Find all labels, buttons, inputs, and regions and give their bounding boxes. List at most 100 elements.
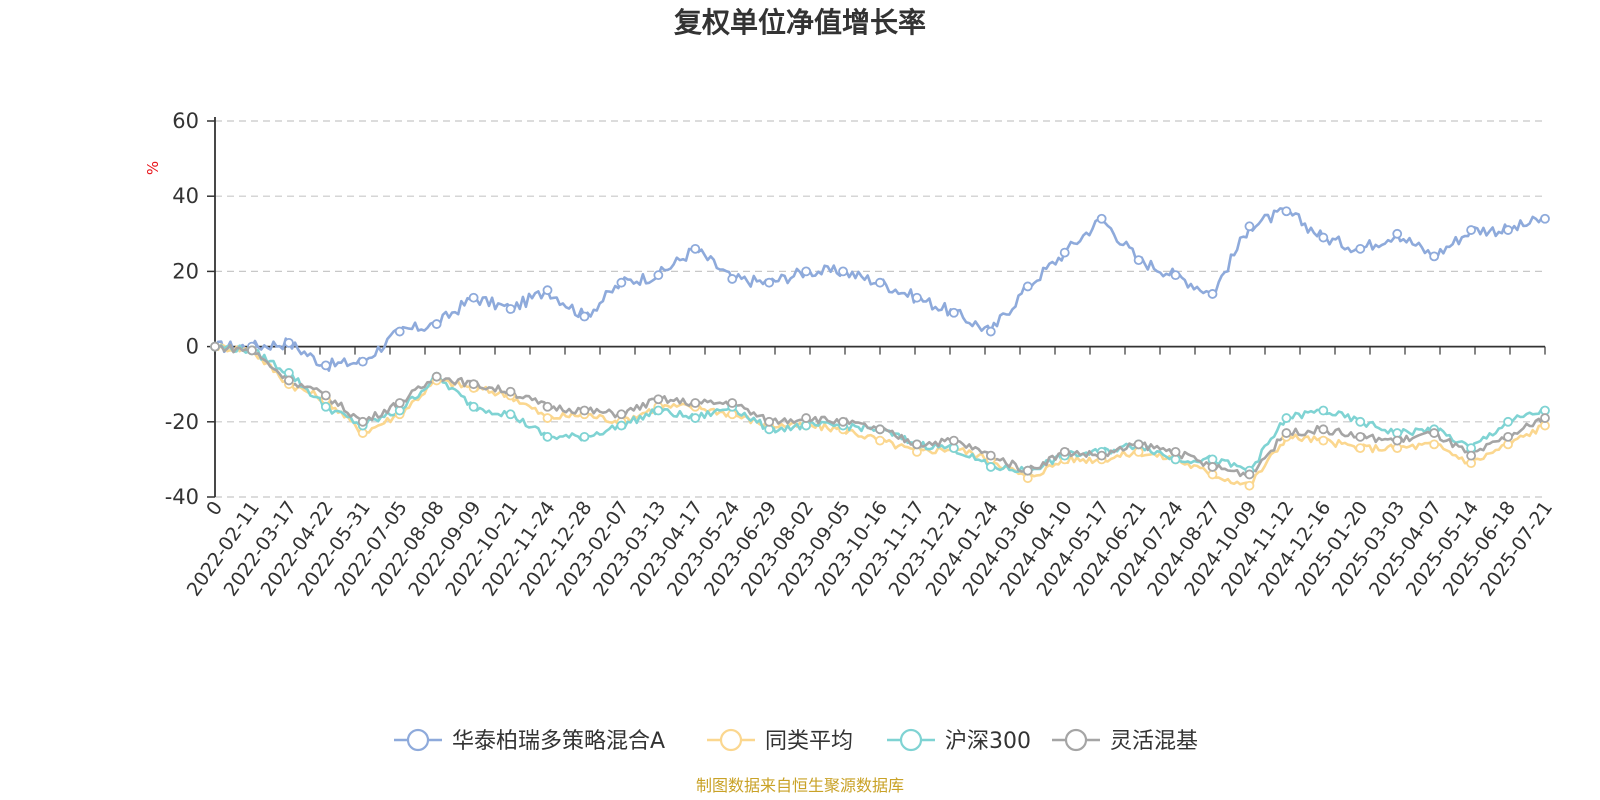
- data-point: [1244, 469, 1255, 480]
- data-point: [542, 401, 553, 412]
- data-point: [1503, 431, 1513, 442]
- data-point: [1059, 446, 1070, 457]
- legend-label: 同类平均: [765, 729, 853, 754]
- data-point: [985, 462, 996, 472]
- data-point: [1318, 435, 1329, 446]
- data-point: [1207, 289, 1218, 299]
- data-point: [505, 409, 516, 420]
- data-point: [985, 326, 996, 337]
- data-point: [875, 435, 885, 446]
- legend-item[interactable]: 同类平均: [707, 728, 853, 754]
- data-point: [1355, 416, 1366, 427]
- data-point: [468, 379, 479, 390]
- data-point: [505, 386, 516, 397]
- data-point: [764, 277, 775, 288]
- data-point: [1540, 413, 1550, 423]
- data-point: [394, 326, 405, 337]
- data-point: [320, 401, 331, 412]
- legend-item[interactable]: 华泰柏瑞多策略混合A: [394, 728, 665, 754]
- data-point: [283, 375, 294, 386]
- legend-marker-icon: [406, 728, 430, 752]
- data-point: [912, 439, 922, 450]
- data-point: [690, 413, 701, 423]
- data-point: [1281, 413, 1292, 423]
- data-point: [948, 435, 959, 446]
- data-point: [801, 266, 812, 277]
- y-tick-label: -40: [165, 485, 199, 509]
- data-point: [875, 277, 885, 288]
- data-point: [320, 390, 331, 401]
- series-line: [214, 343, 1547, 478]
- data-point: [838, 416, 848, 427]
- data-point: [1133, 439, 1144, 450]
- data-point: [727, 398, 738, 408]
- data-point: [1244, 480, 1255, 491]
- data-point: [357, 416, 368, 427]
- grid-lines: [215, 120, 1545, 498]
- data-point: [727, 274, 738, 284]
- data-point: [431, 319, 442, 329]
- legend-label: 沪深300: [945, 729, 1031, 754]
- data-point: [1318, 232, 1329, 243]
- data-point: [1170, 270, 1181, 281]
- data-point: [616, 277, 627, 288]
- chart-title: 复权单位净值增长率: [674, 6, 926, 39]
- data-point: [357, 356, 368, 367]
- data-point: [653, 394, 664, 405]
- data-point: [1096, 213, 1107, 224]
- data-point: [912, 292, 922, 303]
- data-point: [1503, 225, 1513, 235]
- data-point: [875, 424, 885, 435]
- data-point: [653, 270, 664, 281]
- legend-label: 灵活混基: [1110, 729, 1198, 754]
- data-point: [948, 307, 959, 318]
- legend-marker-icon: [1064, 728, 1088, 752]
- data-point: [283, 337, 294, 348]
- data-point: [1207, 462, 1218, 472]
- data-point: [616, 420, 627, 431]
- data-point: [1466, 450, 1477, 461]
- data-point: [1318, 405, 1329, 416]
- legend-marker-icon: [719, 728, 743, 752]
- data-point: [1429, 428, 1440, 438]
- series-lines: [210, 206, 1550, 491]
- data-point: [1355, 431, 1366, 442]
- data-point: [210, 341, 220, 352]
- data-point: [431, 371, 442, 382]
- data-point: [1429, 251, 1440, 262]
- y-tick-label: 40: [172, 184, 199, 208]
- data-point: [1170, 446, 1181, 457]
- data-point: [838, 266, 848, 277]
- legend-marker-icon: [899, 728, 923, 752]
- data-point: [1059, 247, 1070, 258]
- legend[interactable]: 华泰柏瑞多策略混合A 同类平均 沪深300 灵活混基: [394, 728, 1198, 754]
- data-point: [542, 431, 553, 442]
- data-point: [690, 243, 701, 254]
- legend-label: 华泰柏瑞多策略混合A: [452, 729, 665, 754]
- data-point: [1281, 206, 1292, 217]
- legend-item[interactable]: 灵活混基: [1052, 728, 1198, 754]
- data-point: [247, 345, 257, 356]
- legend-item[interactable]: 沪深300: [887, 728, 1031, 754]
- data-point: [1133, 255, 1144, 266]
- data-point: [1392, 435, 1403, 446]
- x-tick-label: 0: [202, 497, 227, 520]
- data-source-note: 制图数据来自恒生聚源数据库: [696, 776, 904, 795]
- data-point: [579, 405, 590, 416]
- series-line: [214, 344, 1546, 474]
- data-point: [579, 431, 590, 442]
- data-point: [579, 311, 590, 322]
- data-point: [1244, 221, 1255, 232]
- y-tick-label: 0: [186, 335, 199, 359]
- y-tick-label: 60: [172, 109, 199, 133]
- data-point: [1318, 424, 1329, 435]
- data-point: [1355, 443, 1366, 454]
- data-point: [1022, 281, 1033, 292]
- data-point: [1281, 428, 1292, 438]
- data-point: [1096, 450, 1107, 461]
- data-point: [690, 398, 701, 408]
- data-point: [1429, 439, 1440, 450]
- data-point: [1466, 225, 1477, 235]
